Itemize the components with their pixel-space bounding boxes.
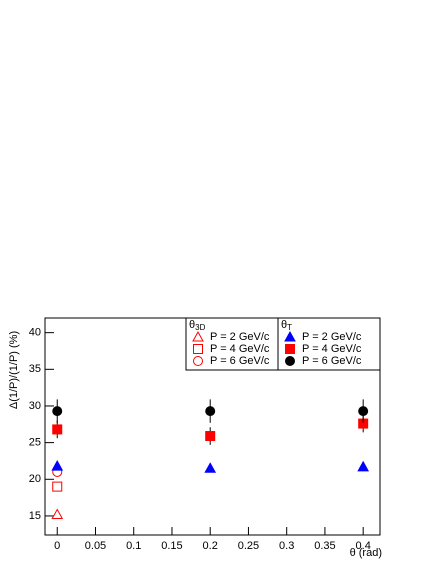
y-tick-label: 15 xyxy=(29,510,41,522)
data-point xyxy=(205,431,216,442)
legend-marker xyxy=(284,330,296,342)
legend-label: P = 6 GeV/c xyxy=(302,355,362,367)
data-point xyxy=(51,508,64,519)
legend-marker xyxy=(193,344,203,354)
legend-title-symbol: θ xyxy=(281,319,287,331)
x-tick-label: 0.25 xyxy=(238,540,259,552)
x-tick-label: 0.4 xyxy=(356,540,371,552)
legend-title-subscript: 3D xyxy=(195,323,205,332)
legend-label: P = 2 GeV/c xyxy=(210,331,270,343)
x-tick-label: 0.35 xyxy=(314,540,335,552)
data-point xyxy=(52,481,63,492)
data-point xyxy=(205,406,216,417)
legend-label: P = 6 GeV/c xyxy=(210,355,270,367)
x-tick-label: 0.2 xyxy=(203,540,218,552)
legend-label: P = 4 GeV/c xyxy=(210,343,270,355)
data-point xyxy=(51,460,64,471)
y-tick-label: 35 xyxy=(29,363,41,375)
legend-marker xyxy=(192,330,204,342)
data-point xyxy=(204,462,217,473)
legend-label: P = 2 GeV/c xyxy=(302,331,362,343)
x-tick-label: 0.05 xyxy=(85,540,106,552)
legend-title-subscript: T xyxy=(287,323,292,332)
legend-label: P = 4 GeV/c xyxy=(302,343,362,355)
x-tick-label: 0.15 xyxy=(161,540,182,552)
legend-title: θT xyxy=(281,319,292,332)
legend-marker xyxy=(285,356,295,366)
y-tick-label: 20 xyxy=(29,473,41,485)
data-point xyxy=(358,406,369,417)
y-tick-label: 30 xyxy=(29,400,41,412)
y-tick-label: 25 xyxy=(29,437,41,449)
x-tick-label: 0 xyxy=(54,540,60,552)
y-axis-label: Δ(1/P)/(1/P) (%) xyxy=(8,331,20,409)
data-point xyxy=(357,460,370,472)
legend-marker xyxy=(193,356,203,366)
legend-title-symbol: θ xyxy=(189,319,195,331)
data-point xyxy=(52,424,63,435)
x-tick-label: 0.1 xyxy=(126,540,141,552)
x-tick-label: 0.3 xyxy=(279,540,294,552)
y-tick-label: 40 xyxy=(29,327,41,339)
legend-marker xyxy=(285,344,295,354)
data-point xyxy=(52,406,63,417)
legend-title: θ3D xyxy=(189,319,206,332)
x-axis-label: θ (rad) xyxy=(350,547,382,559)
